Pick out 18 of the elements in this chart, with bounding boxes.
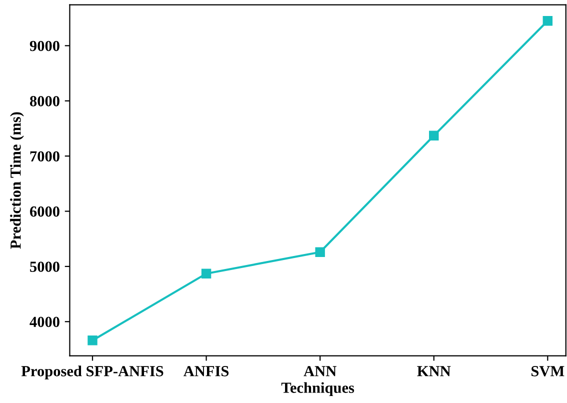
y-tick-label: 4000	[30, 316, 60, 328]
x-tick-label: ANFIS	[184, 366, 229, 376]
y-tick-label: 6000	[30, 206, 60, 217]
point	[429, 130, 439, 140]
point	[542, 16, 553, 26]
point	[201, 268, 212, 278]
point	[88, 336, 98, 346]
x-tick-label: ANN	[304, 366, 336, 376]
y-tick-label: 7000	[30, 151, 60, 162]
x-tick-label: Proposed SFP-ANFIS	[21, 366, 164, 380]
y-tick-label: 9000	[30, 40, 60, 52]
x-axis-title: Techniques	[281, 382, 354, 396]
x-tick-label: SVM	[532, 366, 564, 376]
y-tick-label: 5000	[30, 262, 60, 272]
x-tick-label: KNN	[417, 366, 451, 376]
y-axis-title: Prediction Time (ms)	[10, 112, 24, 249]
y-tick-label: 8000	[30, 96, 60, 106]
point	[315, 247, 325, 257]
